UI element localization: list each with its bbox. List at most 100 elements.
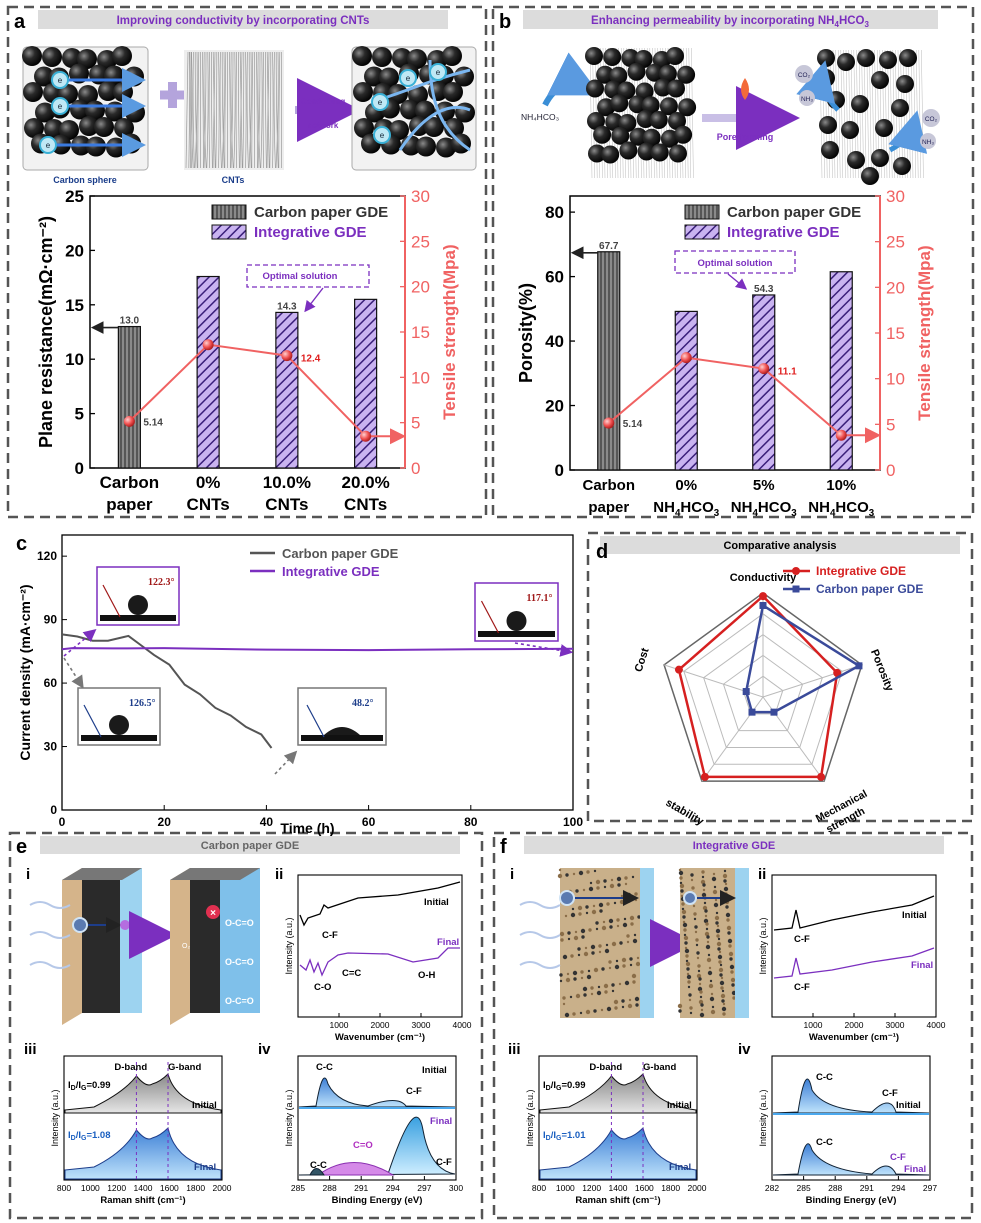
carbon-sphere: [98, 81, 118, 101]
x-axis-title: Binding Energy (eV): [332, 1195, 423, 1206]
ratio-part: D: [546, 1135, 551, 1142]
y-tick-label: 15: [65, 296, 84, 315]
cnt-strand: [190, 51, 194, 169]
gde-schematic-f: [519, 868, 749, 1018]
inset-pointer: [514, 642, 574, 657]
speck: [629, 963, 633, 967]
category-label-part: NH: [808, 499, 830, 516]
bar-label: 54.3: [754, 284, 774, 295]
y2-tick-label: 30: [886, 187, 905, 206]
carbon-sphere: [443, 82, 463, 102]
speck: [679, 883, 685, 889]
carbon-sphere: [678, 98, 697, 117]
radar-series: [677, 594, 839, 779]
speck: [621, 957, 627, 963]
category-label: 0%: [675, 477, 697, 494]
header-d: Comparative analysis: [723, 540, 836, 552]
speck: [726, 918, 730, 922]
speck: [585, 905, 589, 909]
speck: [715, 921, 719, 925]
blocked-x: ×: [210, 908, 216, 919]
legend-label: Carbon paper GDE: [816, 582, 923, 596]
d-band-label: D-band: [589, 1062, 622, 1073]
speck: [595, 921, 599, 925]
speck: [634, 892, 638, 896]
speck: [724, 899, 730, 905]
carbon-sphere: [444, 118, 464, 138]
speck: [610, 878, 614, 882]
cnt-strand: [246, 51, 249, 169]
speck: [697, 969, 701, 973]
cnt-strand: [245, 51, 247, 169]
carbon-sphere: [641, 96, 660, 115]
speck: [724, 882, 728, 886]
carbon-sphere: [22, 46, 42, 66]
speck: [689, 1006, 693, 1010]
speck: [710, 992, 714, 996]
radar-point: [742, 688, 750, 696]
speck: [593, 869, 597, 873]
speck: [681, 902, 685, 906]
category-label-part: NH: [653, 499, 675, 516]
contact-angle-label: 117.1°: [527, 593, 553, 604]
x-tick-label: 1600: [635, 1183, 654, 1193]
x-tick-label: 1000: [804, 1020, 823, 1030]
x-tick-label: 285: [291, 1183, 305, 1193]
cnt-strand: [275, 51, 279, 169]
conducting-label-2: network: [308, 121, 339, 130]
carbon-sphere: [113, 82, 133, 102]
x-tick-label: 4000: [927, 1020, 946, 1030]
cnt-strand: [194, 51, 198, 169]
carbon-sphere: [392, 48, 412, 68]
ratio-part: G: [556, 1085, 562, 1092]
category-label: NH4HCO3: [731, 499, 797, 519]
cnt-strand: [218, 51, 220, 169]
raman-final-peak: [539, 1127, 697, 1180]
ratio-part: =1.08: [86, 1130, 110, 1141]
electron-icon: [51, 71, 69, 89]
legend-swatch-carbon: [684, 204, 720, 220]
speck: [683, 935, 689, 941]
radar-axis-label: Conductivity: [730, 572, 797, 584]
speck: [700, 879, 706, 885]
tensile-point: [603, 417, 615, 429]
speck: [702, 905, 708, 911]
speck: [621, 999, 625, 1003]
speck: [591, 909, 597, 915]
speck: [626, 934, 630, 938]
speck: [698, 977, 702, 981]
tensile-label: 12.4: [301, 354, 321, 365]
header-a-bar: [38, 10, 448, 29]
bar: [752, 294, 776, 471]
speck: [562, 954, 568, 960]
panel-e: i ii iii iv × O₂ O-C=O O-C=O O-C=O 1000 2…: [24, 866, 472, 1206]
speck: [558, 868, 562, 872]
speck: [636, 956, 640, 960]
speck: [603, 885, 607, 889]
x-axis-title: Raman shift (cm⁻¹): [100, 1195, 185, 1206]
speck: [719, 980, 725, 986]
radar-axis-label: Porosity: [868, 648, 896, 694]
cnt-strand: [273, 51, 276, 169]
speck: [580, 970, 584, 974]
frame-b: [491, 5, 975, 519]
label-f-iii: iii: [508, 1041, 521, 1058]
bar: [275, 311, 299, 469]
flame-icon: [741, 78, 749, 100]
x-tick-label: 4000: [453, 1020, 472, 1030]
label-f-iv: iv: [738, 1041, 751, 1058]
x-tick-label: 2000: [845, 1020, 864, 1030]
x-axis-title: Raman shift (cm⁻¹): [575, 1195, 660, 1206]
cnt-strand: [257, 51, 261, 169]
carbon-sphere: [112, 46, 132, 66]
gas-flow-e: [29, 901, 71, 969]
ftir-cf-label: C-F: [794, 934, 810, 945]
raman-final-label: Final: [194, 1162, 216, 1173]
header-e: Carbon paper GDE: [201, 840, 299, 852]
speck: [598, 902, 604, 908]
ftir-cf-label-2: C-F: [794, 982, 810, 993]
electron-label: e: [58, 102, 63, 111]
speck: [714, 898, 718, 902]
category-label-part: 4: [675, 508, 681, 519]
y-tick-label: 90: [44, 613, 58, 627]
